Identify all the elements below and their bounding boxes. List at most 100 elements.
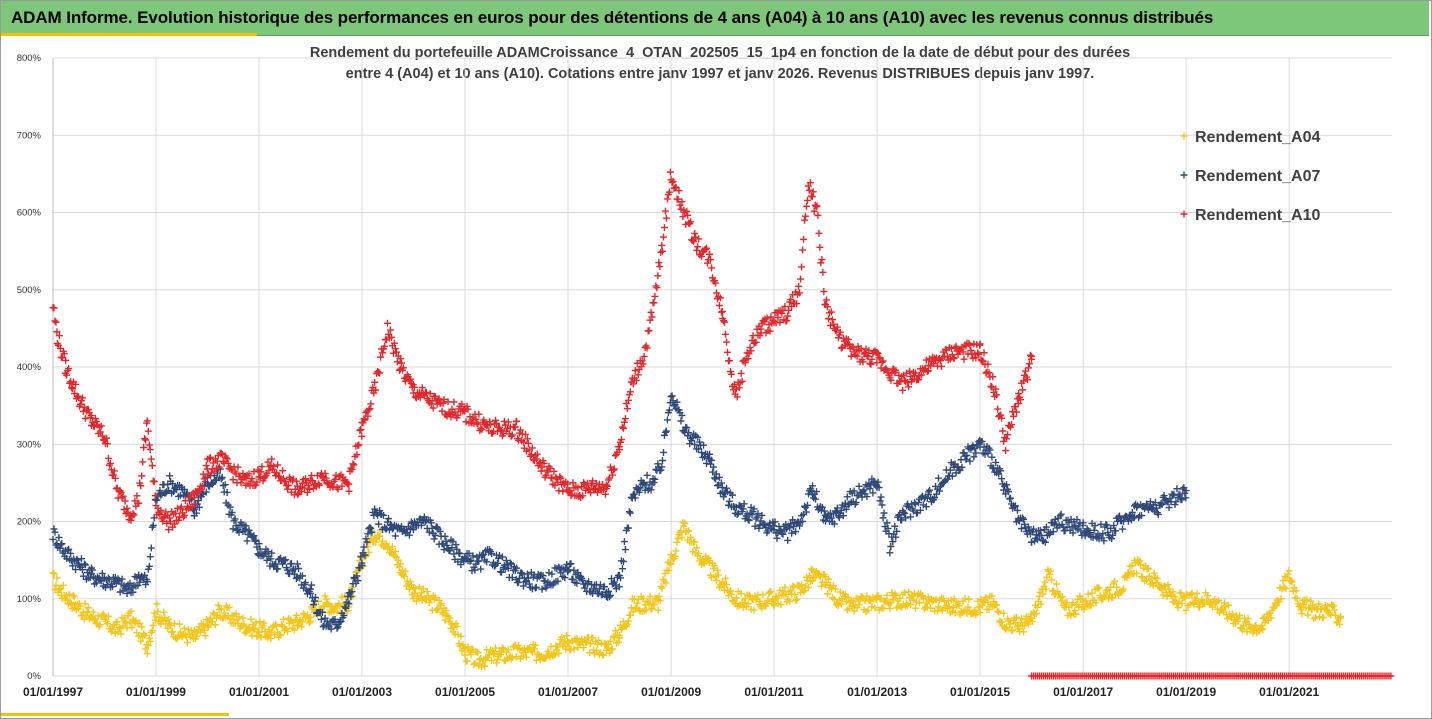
x-tick-label: 01/01/2001: [229, 685, 289, 699]
data-point: [150, 609, 158, 617]
data-point: [340, 612, 348, 620]
data-point: [715, 302, 723, 310]
data-point: [623, 620, 631, 628]
data-point: [145, 562, 153, 570]
data-point: [307, 581, 315, 589]
data-point: [318, 608, 326, 616]
data-point: [1007, 620, 1015, 628]
x-tick-label: 01/01/2019: [1156, 685, 1216, 699]
data-point: [463, 657, 471, 665]
data-point: [467, 651, 475, 659]
data-point: [217, 475, 225, 483]
data-point: [717, 479, 725, 487]
data-point: [105, 575, 113, 583]
data-point: [504, 646, 512, 654]
data-point: [72, 566, 80, 574]
legend-item: Rendement_A10: [1180, 207, 1320, 224]
data-point: [662, 427, 670, 435]
data-point: [492, 644, 500, 652]
data-point: [409, 526, 417, 534]
data-point: [1177, 589, 1185, 597]
data-point: [92, 619, 100, 627]
data-point: [138, 623, 146, 631]
data-point: [209, 609, 217, 617]
data-point: [443, 541, 451, 549]
x-tick-label: 01/01/2007: [538, 685, 598, 699]
data-point: [467, 556, 475, 564]
data-point: [376, 532, 384, 540]
data-point: [221, 481, 229, 489]
data-point: [669, 397, 677, 405]
data-point: [154, 607, 162, 615]
data-point: [816, 243, 824, 251]
data-point: [799, 246, 807, 254]
data-point: [333, 624, 341, 632]
data-point: [645, 327, 653, 335]
data-point: [250, 532, 258, 540]
data-point: [793, 595, 801, 603]
data-point: [650, 479, 658, 487]
data-point: [712, 475, 720, 483]
data-point: [1277, 595, 1285, 603]
data-point: [624, 617, 632, 625]
data-point: [723, 580, 731, 588]
data-point: [494, 559, 501, 567]
data-point: [201, 632, 209, 640]
data-point: [988, 453, 996, 461]
data-point: [1243, 628, 1251, 636]
data-point: [674, 535, 682, 543]
data-point: [471, 659, 479, 667]
data-point: [1057, 597, 1065, 605]
data-point: [726, 587, 734, 595]
data-point: [554, 577, 562, 585]
data-point: [625, 508, 633, 516]
data-point: [146, 637, 154, 645]
data-point: [50, 525, 58, 533]
data-point: [417, 589, 425, 597]
data-point: [756, 597, 764, 605]
data-point: [914, 499, 922, 507]
y-tick-label: 500%: [17, 285, 42, 296]
data-point: [688, 437, 696, 445]
data-point: [1272, 602, 1280, 610]
data-point: [235, 613, 243, 621]
data-point: [1267, 614, 1275, 622]
data-point: [1215, 597, 1223, 605]
data-point: [657, 466, 665, 474]
data-point: [51, 528, 59, 536]
data-point: [713, 566, 721, 574]
data-point: [626, 611, 634, 619]
data-point: [887, 543, 895, 551]
data-point: [748, 511, 756, 519]
data-point: [923, 603, 931, 611]
x-tick-label: 01/01/2021: [1259, 685, 1319, 699]
x-tick-label: 01/01/2009: [641, 685, 701, 699]
data-point: [1107, 583, 1115, 591]
data-point: [1168, 591, 1176, 599]
data-point: [866, 485, 874, 493]
data-point: [982, 594, 990, 602]
y-tick-label: 0%: [27, 671, 41, 682]
series-a10-z-ro-: [1028, 672, 1395, 680]
data-point: [796, 522, 804, 530]
data-point: [492, 416, 500, 424]
data-point: [803, 196, 811, 204]
data-point: [123, 589, 131, 597]
data-point: [307, 613, 315, 621]
data-point: [820, 288, 828, 296]
data-point: [831, 585, 839, 593]
data-point: [758, 511, 766, 519]
x-tick-label: 01/01/2003: [332, 685, 392, 699]
data-point: [251, 537, 259, 545]
data-point: [475, 557, 483, 565]
data-point: [496, 651, 504, 659]
data-point: [1169, 588, 1177, 596]
data-point: [141, 571, 149, 579]
data-point: [907, 513, 915, 521]
data-point: [488, 657, 496, 665]
data-point: [789, 582, 797, 590]
data-point: [654, 272, 662, 280]
data-point: [1285, 567, 1293, 575]
data-point: [263, 556, 271, 564]
data-point: [431, 594, 439, 602]
